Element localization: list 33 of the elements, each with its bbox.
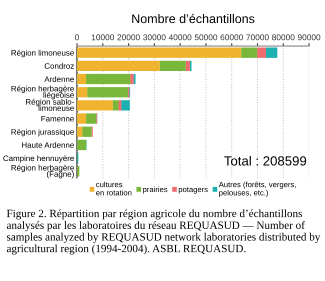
bar — [121, 100, 130, 111]
x-tick-label: 20000 — [117, 34, 140, 40]
bar — [82, 126, 92, 137]
bar — [77, 87, 88, 98]
bar — [266, 48, 278, 58]
bar — [77, 48, 242, 58]
bar — [77, 60, 160, 71]
x-tick-label: 60000 — [220, 34, 243, 40]
x-axis-title: Nombre d’échantillons — [132, 14, 254, 24]
bar — [87, 87, 128, 98]
bar — [77, 126, 82, 137]
x-tick-label: 80000 — [272, 34, 295, 40]
bar — [118, 100, 122, 111]
bar — [77, 113, 86, 124]
x-tick-label: 50000 — [194, 34, 218, 40]
bar — [257, 48, 266, 58]
bar — [186, 60, 190, 71]
bar — [77, 74, 86, 84]
x-tick-label: 70000 — [246, 34, 269, 40]
x-tick-label: 90000 — [298, 34, 320, 40]
bar — [86, 74, 130, 84]
bar — [112, 100, 119, 111]
x-tick-label: 30000 — [143, 34, 166, 40]
x-tick-label: 10000 — [92, 34, 114, 40]
bar — [77, 100, 113, 111]
bar — [241, 48, 258, 58]
x-tick-label: 0 — [75, 34, 80, 40]
bar — [160, 60, 186, 71]
x-tick-label: 40000 — [168, 34, 192, 40]
caption: Figure 2. Répartition par région agricole du nombre d’échantillons analysés par les laboratoires du réseau REQUASUD — Number of samples analyzed by REQUASUD network laboratories distributed by agricultural region (1994-2004). ASBL REQUASUD. — [6, 209, 320, 255]
annotation: Total : 208599 — [224, 156, 306, 166]
bar — [77, 140, 86, 150]
bar — [86, 113, 96, 124]
